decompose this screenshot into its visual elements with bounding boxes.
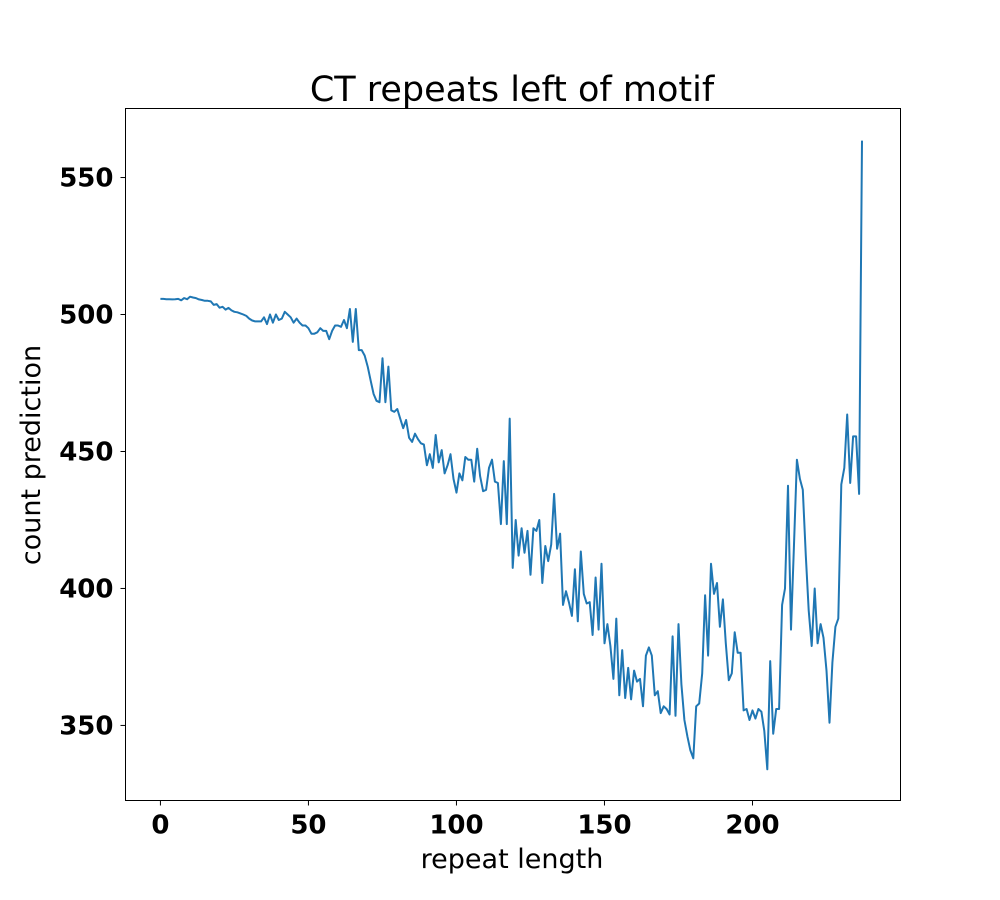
x-axis-label: repeat length	[421, 844, 604, 875]
chart-title: CT repeats left of motif	[310, 70, 715, 110]
y-axis-label: count prediction	[16, 345, 47, 565]
x-tick-label: 150	[577, 811, 631, 841]
x-tick-label: 0	[151, 811, 169, 841]
y-axis-ticks: 350 400 450 500 550	[59, 164, 126, 741]
y-tick-label: 500	[59, 301, 113, 331]
y-tick-label: 450	[59, 437, 113, 467]
y-tick-label: 550	[59, 164, 113, 194]
y-tick-label: 350	[59, 711, 113, 741]
x-tick-label: 200	[725, 811, 779, 841]
x-tick-label: 50	[290, 811, 326, 841]
series-line	[160, 140, 863, 771]
plot-frame	[125, 108, 901, 801]
x-axis-ticks: 0 50 100 150 200	[151, 800, 780, 841]
y-tick-label: 400	[59, 574, 113, 604]
x-tick-label: 100	[429, 811, 483, 841]
